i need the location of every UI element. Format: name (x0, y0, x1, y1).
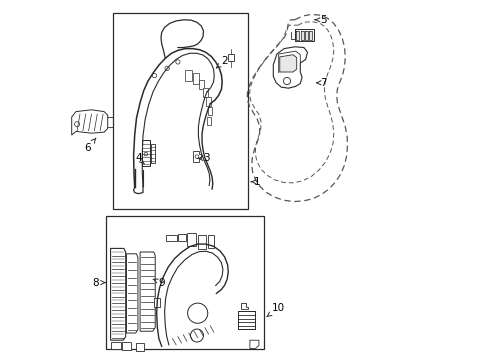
Bar (207, 235, 214, 248)
Text: 10: 10 (266, 303, 285, 316)
Bar (166, 235, 177, 241)
Text: 4: 4 (135, 153, 144, 164)
Polygon shape (273, 47, 307, 88)
Polygon shape (241, 303, 247, 309)
Bar (113, 13, 247, 209)
Bar (110, 342, 121, 349)
Text: 5: 5 (314, 15, 326, 25)
Bar (185, 70, 192, 81)
Bar (206, 97, 211, 106)
Polygon shape (110, 248, 125, 340)
Bar (197, 235, 205, 249)
Text: 3: 3 (198, 153, 209, 163)
Polygon shape (227, 54, 233, 61)
Bar (136, 343, 143, 351)
Text: 2: 2 (216, 56, 227, 68)
Bar (193, 73, 199, 84)
Polygon shape (309, 31, 311, 40)
Polygon shape (140, 252, 155, 331)
Polygon shape (249, 340, 258, 348)
Bar (122, 342, 131, 350)
Polygon shape (279, 55, 296, 72)
Polygon shape (294, 29, 313, 41)
Bar (199, 80, 204, 89)
Polygon shape (153, 298, 160, 307)
Bar (203, 88, 208, 97)
Bar (206, 117, 211, 125)
Polygon shape (193, 151, 201, 162)
Polygon shape (126, 254, 138, 333)
Polygon shape (72, 110, 107, 135)
Text: 6: 6 (84, 138, 96, 153)
Polygon shape (151, 144, 155, 163)
Text: 7: 7 (316, 78, 326, 88)
Bar (186, 233, 196, 246)
Polygon shape (305, 31, 307, 40)
Polygon shape (296, 31, 299, 40)
Bar (207, 107, 212, 115)
Polygon shape (142, 140, 150, 166)
Bar (178, 234, 186, 241)
Bar (106, 216, 264, 349)
Text: 8: 8 (92, 278, 105, 288)
Polygon shape (300, 31, 303, 40)
Text: 1: 1 (250, 177, 260, 187)
Text: 9: 9 (153, 278, 164, 288)
